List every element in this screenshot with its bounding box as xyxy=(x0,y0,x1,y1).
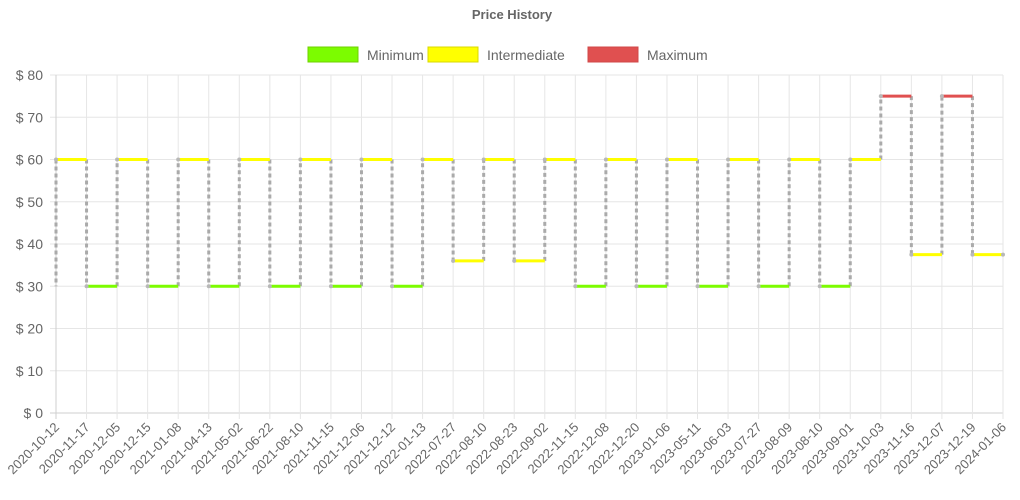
y-tick-label: $ 50 xyxy=(16,194,43,210)
price-point[interactable] xyxy=(84,284,89,289)
y-tick-label: $ 20 xyxy=(16,321,43,337)
y-axis: $ 0 $ 10 $ 20 $ 30 $ 40 $ 50 $ 60 $ 70 $ 80 xyxy=(16,67,43,421)
price-point[interactable] xyxy=(512,258,517,263)
price-point[interactable] xyxy=(542,157,547,162)
price-point[interactable] xyxy=(145,284,150,289)
price-point[interactable] xyxy=(848,157,853,162)
price-point[interactable] xyxy=(420,157,425,162)
price-point[interactable] xyxy=(726,157,731,162)
y-tick-label: $ 80 xyxy=(16,67,43,83)
price-point[interactable] xyxy=(603,157,608,162)
legend: Minimum Intermediate Maximum xyxy=(307,46,708,63)
y-tick-label: $ 0 xyxy=(24,405,44,421)
x-axis: 2020-10-122020-11-172020-12-052020-12-15… xyxy=(4,420,1009,478)
price-point[interactable] xyxy=(237,157,242,162)
price-point[interactable] xyxy=(298,157,303,162)
price-point[interactable] xyxy=(481,157,486,162)
price-point[interactable] xyxy=(909,252,914,257)
price-point[interactable] xyxy=(787,157,792,162)
price-point[interactable] xyxy=(267,284,272,289)
price-point[interactable] xyxy=(390,284,395,289)
price-point[interactable] xyxy=(206,284,211,289)
legend-label-intermediate: Intermediate xyxy=(487,47,565,63)
legend-item-intermediate[interactable]: Intermediate xyxy=(427,46,565,63)
legend-item-maximum[interactable]: Maximum xyxy=(587,46,708,63)
price-point[interactable] xyxy=(573,284,578,289)
legend-label-minimum: Minimum xyxy=(367,47,424,63)
price-point[interactable] xyxy=(970,252,975,257)
y-tick-label: $ 30 xyxy=(16,278,43,294)
legend-item-minimum[interactable]: Minimum xyxy=(307,46,424,63)
price-point[interactable] xyxy=(1001,252,1005,257)
price-points xyxy=(54,94,1005,289)
legend-label-maximum: Maximum xyxy=(647,47,708,63)
y-tick-label: $ 60 xyxy=(16,152,43,168)
y-tick-label: $ 10 xyxy=(16,363,43,379)
y-tick-label: $ 70 xyxy=(16,109,43,125)
connectors xyxy=(54,96,974,287)
price-point[interactable] xyxy=(359,157,364,162)
price-segments xyxy=(56,94,1003,288)
price-point[interactable] xyxy=(756,284,761,289)
price-point[interactable] xyxy=(878,94,883,99)
price-point[interactable] xyxy=(634,284,639,289)
price-point[interactable] xyxy=(176,157,181,162)
price-point[interactable] xyxy=(817,284,822,289)
price-point[interactable] xyxy=(451,258,456,263)
price-point[interactable] xyxy=(54,157,58,162)
price-point[interactable] xyxy=(328,284,333,289)
legend-swatch-maximum xyxy=(587,46,639,63)
price-point[interactable] xyxy=(939,94,944,99)
grid xyxy=(50,74,1004,419)
chart-title: Price History xyxy=(472,7,553,22)
legend-swatch-intermediate xyxy=(427,46,479,63)
y-tick-label: $ 40 xyxy=(16,236,43,252)
price-point[interactable] xyxy=(115,157,120,162)
price-point[interactable] xyxy=(664,157,669,162)
legend-swatch-minimum xyxy=(307,46,359,63)
price-point[interactable] xyxy=(695,284,700,289)
